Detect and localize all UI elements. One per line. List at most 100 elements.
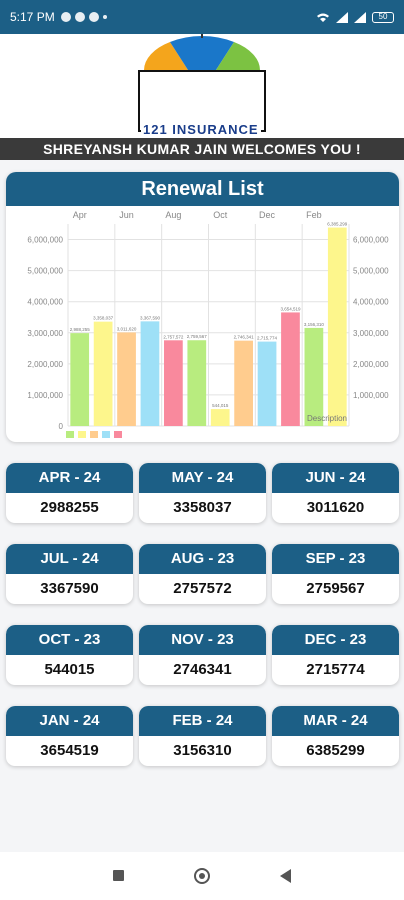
bar-value-label: 544,015 [212,403,229,408]
month-tile-value: 2988255 [40,499,99,516]
legend-swatch [102,431,110,438]
chart-bar [140,321,160,426]
month-tile-value: 3367590 [40,580,99,597]
month-tile[interactable]: JUN - 24 3011620 [272,463,399,523]
month-tile-label: FEB - 24 [139,706,266,736]
month-tile-label: MAR - 24 [272,706,399,736]
chart-description-label: Description [307,414,347,423]
month-tile-value: 2746341 [173,661,232,678]
chart-bar [93,321,113,426]
bar-value-label: 3,156,310 [304,322,325,327]
month-tile[interactable]: FEB - 24 3156310 [139,706,266,766]
bar-value-label: 6,385,299 [327,222,348,227]
month-tile-label: MAY - 24 [139,463,266,493]
month-tile[interactable]: MAY - 24 3358037 [139,463,266,523]
bar-value-label: 2,988,255 [70,327,91,332]
logo-frame [138,70,266,132]
month-tile-label: DEC - 23 [272,625,399,655]
system-nav-bar [0,852,404,900]
status-bar: 5:17 PM 50 [0,0,404,34]
month-tile-value: 3358037 [173,499,232,516]
legend-swatch [78,431,86,438]
account-notification-icon [88,12,99,22]
chart-bar [257,341,277,426]
bar-value-label: 3,367,590 [140,315,161,320]
bar-value-label: 3,654,519 [280,306,301,311]
month-tile-value: 3011620 [306,499,365,516]
y-tick-label-left: 4,000,000 [27,298,63,307]
month-tile-label: AUG - 23 [139,544,266,574]
month-tile-label: NOV - 23 [139,625,266,655]
system-icons: 50 [316,11,394,23]
bar-value-label: 2,746,341 [234,335,255,340]
home-icon[interactable] [194,868,210,884]
x-tick-label: Aug [165,210,181,220]
notification-icons [60,12,107,22]
welcome-banner: SHREYANSH KUMAR JAIN WELCOMES YOU ! [0,138,404,160]
y-tick-label-right: 1,000,000 [353,391,389,400]
x-tick-label: Jun [119,210,134,220]
bar-value-label: 3,358,037 [93,316,114,321]
bar-value-label: 2,757,572 [163,334,184,339]
month-tile[interactable]: JAN - 24 3654519 [6,706,133,766]
y-tick-label-right: 4,000,000 [353,298,389,307]
x-tick-label: Apr [73,210,87,220]
settings-notification-icon [60,12,71,22]
chart-bar [327,227,347,426]
chart-bar [210,409,230,426]
month-tile[interactable]: DEC - 23 2715774 [272,625,399,685]
month-tile-value: 3654519 [40,742,99,759]
brand-logo-text: 121 INSURANCE [141,122,261,137]
y-tick-label-left: 0 [59,422,64,431]
month-tile-value: 2759567 [306,580,365,597]
chart-bar [281,312,300,426]
month-tile[interactable]: NOV - 23 2746341 [139,625,266,685]
y-tick-label-left: 3,000,000 [27,329,63,338]
bar-value-label: 2,715,774 [257,336,278,341]
chart-bar [70,333,90,426]
y-tick-label-left: 6,000,000 [27,236,63,245]
app-notification-icon [74,12,85,22]
month-tile-label: JUL - 24 [6,544,133,574]
renewal-bar-chart: 0 1,000,000 1,000,000 2,000,000 2,000,000 3,0… [27,210,389,438]
month-tile[interactable]: AUG - 23 2757572 [139,544,266,604]
month-tile-label: SEP - 23 [272,544,399,574]
y-tick-label-left: 5,000,000 [27,267,63,276]
wifi-icon [317,13,329,22]
month-tile-value: 6385299 [306,742,365,759]
renewal-chart-card: Renewal List 0 1,000,000 1,000,000 2,000,00… [6,172,399,442]
month-tile-label: APR - 24 [6,463,133,493]
signal-2-icon [354,11,366,23]
chart-bar [234,340,253,426]
back-icon[interactable] [280,869,291,883]
battery-icon: 50 [372,11,394,23]
recent-apps-icon[interactable] [113,870,124,881]
chart-bar [304,327,324,426]
renewal-list-title: Renewal List [6,172,399,206]
month-tile-value: 544015 [44,661,95,678]
month-tile[interactable]: APR - 24 2988255 [6,463,133,523]
logo-area: 121 INSURANCE [0,34,404,138]
x-tick-label: Oct [213,210,228,220]
month-tile[interactable]: JUL - 24 3367590 [6,544,133,604]
month-tile[interactable]: OCT - 23 544015 [6,625,133,685]
legend-swatch [114,431,122,438]
x-tick-label: Feb [306,210,322,220]
y-tick-label-right: 3,000,000 [353,329,389,338]
month-tile[interactable]: SEP - 23 2759567 [272,544,399,604]
bar-value-label: 2,759,567 [187,334,208,339]
more-notifications-dot-icon [102,15,107,19]
month-tile-label: OCT - 23 [6,625,133,655]
month-tile-value: 2715774 [306,661,365,678]
status-time: 5:17 PM [10,10,55,24]
chart-bar [164,340,183,426]
y-tick-label-right: 2,000,000 [353,360,389,369]
bar-value-label: 3,011,620 [117,326,137,331]
month-tile[interactable]: MAR - 24 6385299 [272,706,399,766]
y-tick-label-right: 5,000,000 [353,267,389,276]
y-tick-label-right: 6,000,000 [353,236,389,245]
y-tick-label-left: 1,000,000 [27,391,63,400]
y-tick-label-left: 2,000,000 [27,360,63,369]
month-tile-value: 2757572 [173,580,232,597]
month-tile-label: JUN - 24 [272,463,399,493]
